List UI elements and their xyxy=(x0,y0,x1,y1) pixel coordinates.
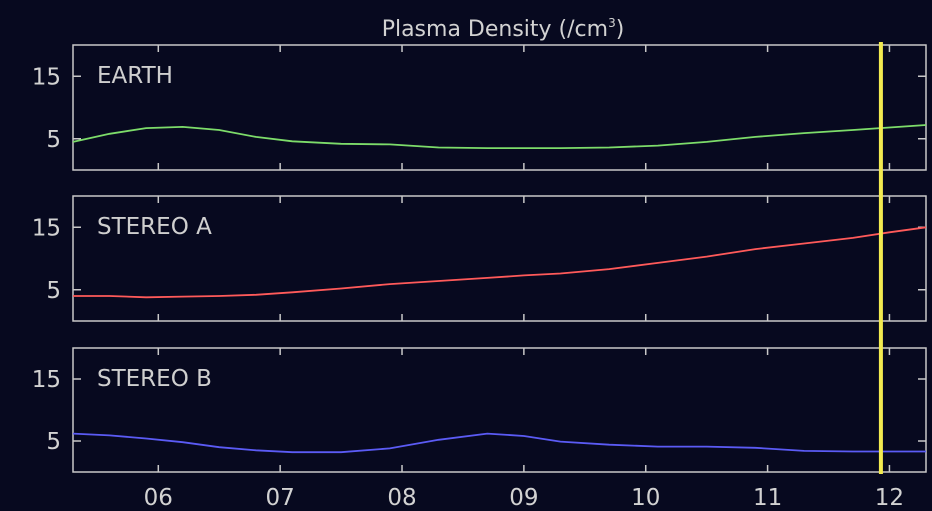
panel-frame xyxy=(72,44,927,171)
y-tick-label: 15 xyxy=(32,215,61,241)
panel-frame xyxy=(72,347,927,473)
y-tick-label: 15 xyxy=(32,64,61,90)
y-tick-label: 15 xyxy=(32,367,61,393)
x-tick-label: 10 xyxy=(631,485,660,511)
chart-title: Plasma Density (/cm3) xyxy=(382,16,625,42)
x-tick-label: 11 xyxy=(753,485,782,511)
series-line xyxy=(72,124,927,150)
y-tick-label: 5 xyxy=(46,429,61,455)
series-line xyxy=(73,226,927,299)
x-tick-label: 08 xyxy=(387,485,416,511)
panel-label: STEREO A xyxy=(97,214,212,240)
panel-frame xyxy=(72,195,927,322)
series-line xyxy=(72,432,926,454)
x-tick-label: 12 xyxy=(875,485,904,511)
panel-label: EARTH xyxy=(97,63,173,89)
y-tick-label: 5 xyxy=(46,278,61,304)
x-tick-label: 06 xyxy=(144,485,173,511)
panel-label: STEREO B xyxy=(97,366,212,392)
y-tick-label: 5 xyxy=(46,127,61,153)
x-tick-label: 07 xyxy=(266,485,295,511)
x-tick-label: 09 xyxy=(509,485,538,511)
